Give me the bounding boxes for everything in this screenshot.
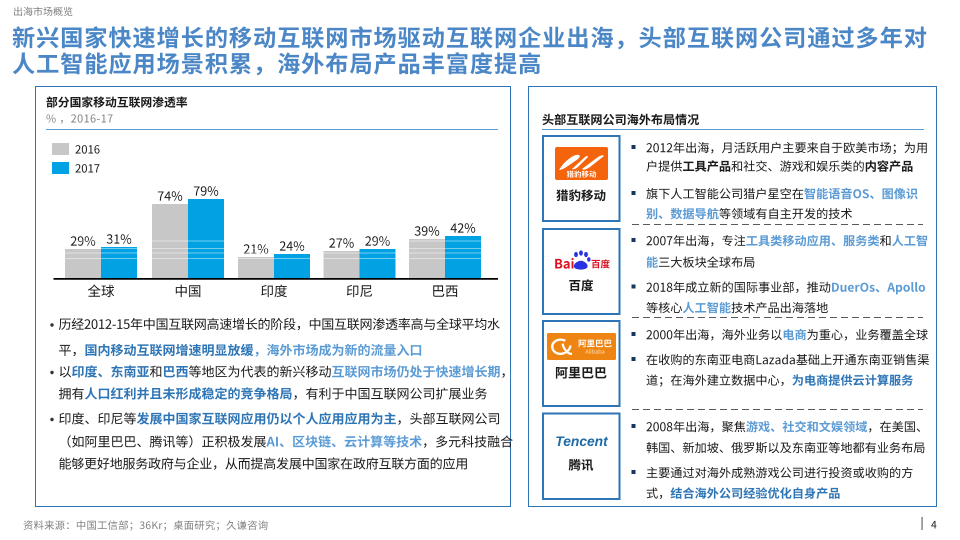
svg-text:Tencent: Tencent [555, 434, 609, 449]
